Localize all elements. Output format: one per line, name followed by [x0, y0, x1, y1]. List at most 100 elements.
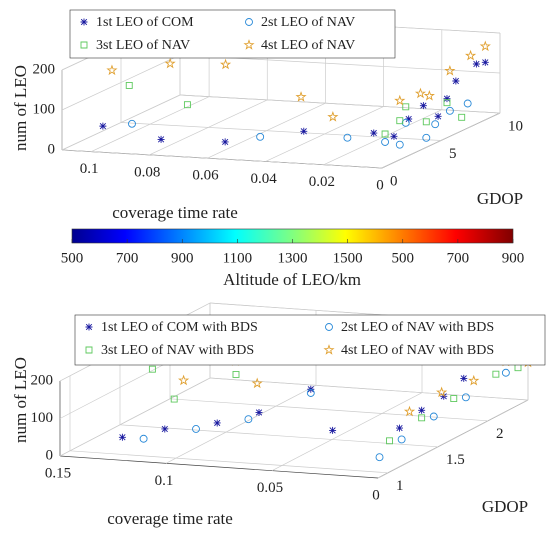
data-point [422, 118, 430, 126]
data-point [327, 111, 339, 122]
legend-box [69, 9, 396, 59]
z-tick-label: 200 [31, 372, 54, 388]
x-tick-label: 0.1 [80, 161, 99, 177]
z-grid-line [179, 94, 501, 114]
data-point [221, 138, 229, 146]
y-tick-label: 2 [496, 426, 504, 442]
data-point [244, 415, 253, 424]
data-point [401, 118, 410, 127]
data-point [514, 364, 522, 372]
x-tick-label: 0.15 [45, 465, 71, 481]
data-point [375, 453, 384, 462]
data-point [468, 374, 480, 386]
z-tick-label: 0 [48, 141, 56, 157]
x-axis-label: coverage time rate [112, 203, 238, 222]
y-tick-label: 0 [390, 173, 398, 189]
data-point [492, 370, 500, 378]
data-point [431, 120, 440, 129]
data-point [443, 99, 451, 107]
z-tick-label: 100 [31, 410, 54, 426]
legend-marker [85, 346, 93, 354]
data-point [403, 405, 416, 417]
data-point [164, 57, 176, 69]
box-edge [59, 455, 379, 479]
legend-label: 3st LEO of NAV [96, 38, 190, 53]
data-point [125, 82, 133, 89]
data-point [452, 77, 460, 85]
legend-label: 1st LEO of COM [96, 15, 194, 30]
x-grid-line [165, 385, 317, 464]
colorbar-tick-label: 1100 [223, 250, 252, 266]
data-point [414, 87, 427, 99]
z-grid-line [59, 377, 211, 457]
colorbar-tick-label: 1500 [333, 250, 363, 266]
legend-marker [323, 344, 335, 355]
x-tick-label: 0.04 [251, 171, 278, 187]
legend-label: 4st LEO of NAV with BDS [341, 343, 494, 358]
colorbar-tick-label: 900 [502, 250, 525, 266]
z-tick-label: 0 [46, 447, 54, 463]
data-point [450, 395, 458, 403]
data-point [444, 64, 456, 76]
legend-box [74, 314, 546, 366]
legend-label: 1st LEO of COM with BDS [101, 320, 258, 335]
data-point [479, 40, 491, 52]
data-point [251, 377, 263, 389]
data-point [419, 102, 427, 110]
data-point [295, 91, 307, 102]
legend-marker [80, 41, 88, 49]
z-tick-label: 200 [33, 61, 56, 77]
x-axis-label: coverage time rate [107, 509, 233, 528]
z-tick-label: 100 [33, 101, 56, 117]
data-point [300, 127, 308, 135]
data-point [443, 95, 451, 103]
data-point [99, 122, 107, 130]
data-point [370, 129, 378, 137]
data-point [501, 368, 510, 377]
data-point [386, 437, 393, 445]
y-grid-line [119, 424, 439, 448]
y-grid-line [69, 450, 389, 474]
z-axis-label: num of LEO [11, 357, 30, 443]
data-point [472, 60, 480, 68]
legend-label: 4st LEO of NAV [261, 38, 355, 53]
data-point [106, 64, 118, 76]
data-point [481, 58, 489, 66]
data-point [118, 433, 126, 441]
data-point [395, 140, 404, 149]
data-point [381, 130, 389, 138]
legend-marker [85, 323, 93, 331]
legend-label: 3st LEO of NAV with BDS [101, 343, 254, 358]
data-point [463, 99, 472, 108]
colorbar-tick-label: 700 [447, 250, 470, 266]
data-point [429, 412, 438, 421]
data-point [436, 386, 448, 398]
data-point [423, 89, 435, 101]
legend-label: 2st LEO of NAV with BDS [341, 320, 494, 335]
data-point [148, 365, 156, 373]
y-tick-label: 1 [396, 478, 404, 494]
x-tick-label: 0.06 [192, 168, 219, 184]
data-point [381, 138, 390, 146]
data-point [460, 374, 468, 382]
colorbar-label: Altitude of LEO/km [223, 270, 361, 289]
data-point [157, 135, 165, 143]
data-point [422, 133, 431, 142]
z-grid-line [61, 54, 181, 111]
colorbar-tick-label: 500 [61, 250, 84, 266]
data-point [397, 435, 406, 444]
data-point [418, 414, 426, 422]
data-point [128, 119, 136, 128]
data-point [219, 58, 232, 70]
z-axis-label: num of LEO [11, 65, 30, 151]
x-grid-line [271, 392, 423, 471]
x-tick-label: 0.05 [257, 480, 283, 496]
y-tick-label: 1.5 [446, 452, 465, 468]
legend-marker [325, 323, 333, 331]
z-grid-line [61, 94, 181, 151]
data-point [192, 425, 200, 433]
data-point [170, 395, 178, 403]
data-point [394, 94, 406, 106]
legend-marker [245, 18, 253, 26]
